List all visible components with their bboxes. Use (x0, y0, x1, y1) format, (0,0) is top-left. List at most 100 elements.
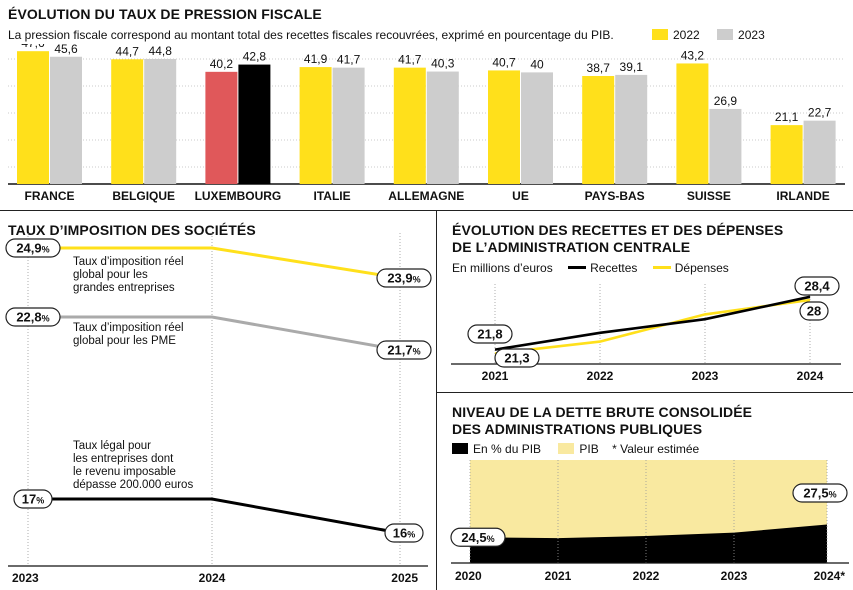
x-tick-label: 2024* (814, 569, 846, 583)
tax-line-0 (28, 246, 401, 280)
depenses-2021-bubble (494, 348, 540, 368)
bar-allemagne-2023 (426, 71, 459, 184)
debt-2024-bubble (792, 483, 848, 503)
tax-end-2-label: 16% (393, 526, 415, 541)
annotation-grandes-entreprises: Taux d’imposition réel global pour les g… (73, 256, 184, 294)
annotation-pme: Taux d’imposition réel global pour les P… (73, 322, 184, 347)
bar-value-label: 42,8 (243, 50, 267, 64)
bar-value-label: 22,7 (808, 106, 832, 120)
legend-pib-label: PIB (579, 442, 599, 456)
debt-2020-label: 24,5% (461, 530, 494, 545)
annotation-taux-legal: Taux légal pour les entreprises dont le … (73, 440, 194, 491)
x-tick-label: 2021 (482, 369, 509, 383)
legend-pct-swatch (452, 443, 468, 454)
tax-end-1-label: 21,7% (387, 343, 420, 358)
category-label: SUISSE (687, 189, 731, 203)
bar-allemagne-2022 (393, 67, 426, 184)
category-label: LUXEMBOURG (195, 189, 282, 203)
right-divider (437, 392, 853, 393)
category-label: UE (512, 189, 529, 203)
right-bottom-title: NIVEAU DE LA DETTE BRUTE CONSOLIDÉE DES … (452, 404, 753, 437)
recettes-2021-label: 21,8 (477, 327, 502, 342)
tax-line-1 (28, 315, 401, 352)
bar-belgique-2022 (111, 59, 144, 184)
bar-value-label: 21,1 (775, 110, 799, 124)
top-legend: 2022 2023 (652, 28, 765, 42)
legend-recettes-swatch (568, 266, 587, 269)
bar-value-label: 44,7 (116, 44, 140, 58)
recettes-2024-bubble (794, 276, 840, 296)
legend-2023-label: 2023 (738, 28, 765, 42)
bar-irlande-2023 (803, 120, 836, 184)
bar-value-label: 39,1 (620, 60, 644, 74)
x-tick-label: 2023 (721, 569, 748, 583)
tax-rate-chart: 24,9% 23,9% 22,8% 21,7% 17% 16% 2023 2024 2025 (5, 233, 432, 585)
category-label: IRLANDE (776, 189, 829, 203)
depenses-2021-label: 21,3 (504, 351, 529, 366)
left-chart-title: TAUX D’IMPOSITION DES SOCIÉTÉS (8, 222, 256, 238)
tax-start-1-label: 22,8% (16, 310, 49, 325)
bar-value-label: 41,7 (337, 53, 361, 67)
bar-pays-bas-2023 (615, 74, 648, 184)
recettes-2021-bubble (467, 324, 513, 344)
bar-value-label: 40,3 (431, 57, 455, 71)
category-label: BELGIQUE (112, 189, 175, 203)
bar-value-label: 47,6 (21, 44, 45, 50)
right-bottom-legend: En % du PIB PIB * Valeur estimée (452, 442, 699, 456)
bar-irlande-2022 (770, 125, 803, 184)
tax-end-0-label: 23,9% (387, 271, 420, 286)
tax-line-2 (28, 497, 401, 535)
x-tick-label: 2022 (633, 569, 660, 583)
unit-label: En millions d’euros (452, 261, 553, 275)
tax-start-2-label: 17% (22, 492, 44, 507)
bar-suisse-2022 (676, 63, 709, 184)
bar-value-label: 40,2 (210, 57, 234, 71)
x-tick-label: 2025 (391, 571, 418, 585)
x-tick-label: 2023 (12, 571, 39, 585)
recettes-2024-label: 28,4 (804, 279, 830, 294)
bar-ue-2022 (488, 70, 520, 184)
right-top-legend: En millions d’euros Recettes Dépenses (452, 261, 729, 275)
bar-chart: 47,6 45,6 FRANCE 44,7 44,8 BELGIQUE 40,2 42,8 LU… (8, 44, 845, 203)
tax-end-2-bubble (384, 523, 424, 543)
tax-start-2-bubble (13, 489, 53, 509)
legend-pib-swatch (558, 443, 575, 454)
depenses-2024-bubble (799, 301, 829, 321)
category-label: ALLEMAGNE (388, 189, 464, 203)
bar-value-label: 45,6 (54, 44, 78, 56)
vertical-divider (436, 210, 437, 590)
category-label: ITALIE (314, 189, 351, 203)
bar-value-label: 43,2 (681, 48, 705, 62)
bar-france-2023 (50, 56, 82, 184)
tax-end-1-bubble (376, 340, 432, 360)
category-label: FRANCE (25, 189, 75, 203)
depenses-2024-label: 28 (807, 304, 821, 319)
legend-depenses-label: Dépenses (674, 261, 729, 275)
bar-value-label: 40,7 (492, 55, 516, 69)
x-tick-label: 2022 (587, 369, 614, 383)
bar-belgique-2023 (144, 58, 177, 184)
bar-value-label: 44,8 (149, 44, 173, 58)
bar-value-label: 41,9 (304, 52, 328, 66)
legend-pct-label: En % du PIB (473, 442, 542, 456)
legend-2023-swatch (717, 29, 734, 40)
bar-value-label: 41,7 (398, 53, 422, 67)
legend-recettes-label: Recettes (590, 261, 638, 275)
line-recettes (494, 295, 811, 351)
legend-2022-label: 2022 (673, 28, 700, 42)
bar-ue-2023 (521, 72, 553, 184)
legend-depenses-swatch (652, 266, 671, 269)
bar-luxembourg-2023 (238, 64, 271, 184)
bar-value-label: 26,9 (714, 94, 738, 108)
right-top-title: ÉVOLUTION DES RECETTES ET DES DÉPENSES D… (452, 222, 784, 255)
legend-2022-swatch (652, 29, 668, 40)
debt-chart: 24,5% 27,5% 2020 2021 2022 2023 2024* (450, 460, 849, 583)
top-chart-subtitle: La pression fiscale correspond au montan… (8, 28, 614, 42)
x-tick-label: 2024 (199, 571, 226, 585)
bar-italie-2022 (299, 67, 332, 184)
tax-start-1-bubble (5, 307, 61, 327)
debt-2024-label: 27,5% (803, 486, 836, 501)
debt-2020-bubble (450, 527, 506, 547)
bar-value-label: 40 (530, 57, 544, 71)
tax-end-0-bubble (376, 268, 432, 288)
